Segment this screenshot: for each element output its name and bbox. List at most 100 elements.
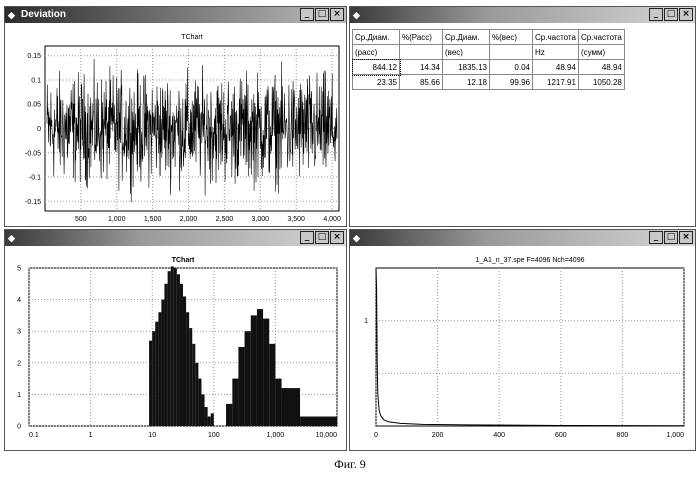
histogram-bar: [251, 315, 257, 426]
spectrum-title-bar[interactable]: ◆ _□×: [350, 230, 695, 246]
y-tick-label: 0.05: [27, 102, 41, 109]
histogram-bar: [245, 331, 251, 426]
table-row[interactable]: 844.12 14.34 1835.13 0.04 48.94 48.94: [353, 60, 625, 75]
histogram-bar: [232, 379, 238, 426]
minimize-button[interactable]: _: [300, 231, 314, 244]
histogram-bar: [198, 379, 201, 426]
x-tick-label: 10,000: [316, 432, 338, 439]
histogram-bar: [263, 319, 269, 426]
histogram-bar: [269, 344, 275, 426]
table-header-row: Ср.Диам. %(Расс) Ср.Диам. %(вес) Ср.част…: [353, 30, 625, 45]
statistics-body: Ср.Диам. %(Расс) Ср.Диам. %(вес) Ср.част…: [350, 23, 695, 226]
x-tick-label: 1: [89, 432, 93, 439]
table-subheader-cell: (вес): [443, 45, 490, 60]
minimize-button[interactable]: _: [649, 8, 663, 21]
x-tick-label: 10: [148, 432, 156, 439]
x-tick-label: 1,000: [666, 432, 684, 439]
histogram-bar: [164, 284, 167, 426]
histogram-title-bar[interactable]: ◆ _□×: [5, 230, 346, 246]
x-tick-label: 1,000: [267, 432, 285, 439]
x-tick-label: 500: [75, 216, 87, 223]
table-cell[interactable]: 1217.91: [533, 75, 579, 90]
histogram-bar: [158, 312, 161, 426]
x-tick-label: 4,000: [323, 216, 341, 223]
maximize-button[interactable]: □: [664, 231, 678, 244]
table-cell[interactable]: 14.34: [400, 60, 443, 75]
x-tick-label: 2,500: [216, 216, 234, 223]
x-tick-label: 200: [432, 432, 444, 439]
y-tick-label: -0.15: [25, 199, 41, 206]
histogram-bar: [226, 404, 232, 426]
window-title: Deviation: [21, 7, 66, 23]
y-tick-label: 1: [364, 318, 368, 325]
chart-title: TChart: [181, 34, 202, 41]
table-header-cell: %(вес): [490, 30, 533, 45]
y-tick-label: 5: [17, 266, 21, 273]
y-tick-label: 1: [17, 392, 21, 399]
x-tick-label: 1,000: [108, 216, 126, 223]
table-cell[interactable]: 48.94: [533, 60, 579, 75]
chart-title: 1_A1_n_37.spe F=4096 Nch=4096: [476, 257, 585, 264]
close-button[interactable]: ×: [330, 231, 344, 244]
y-tick-label: 2: [17, 360, 21, 367]
histogram-bar: [186, 312, 189, 426]
app-icon: ◆: [353, 10, 363, 20]
histogram-bar: [177, 274, 180, 426]
histogram-bar: [168, 271, 171, 426]
minimize-button[interactable]: _: [649, 231, 663, 244]
statistics-title-bar[interactable]: ◆ _□×: [350, 7, 695, 23]
histogram-bar: [155, 322, 158, 426]
y-tick-label: 3: [17, 329, 21, 336]
table-cell[interactable]: 1050.28: [578, 75, 624, 90]
x-tick-label: 0: [374, 432, 378, 439]
y-tick-label: 0.1: [31, 77, 41, 84]
maximize-button[interactable]: □: [315, 8, 329, 21]
table-header-cell: Ср.Диам.: [353, 30, 400, 45]
deviation-chart: TChart5001,0001,5002,0002,5003,0003,5004…: [5, 23, 346, 226]
histogram-chart-area: TChart0.11101001,00010,000543210: [5, 246, 346, 450]
histogram-bar: [282, 388, 300, 426]
spectrum-chart: 1_A1_n_37.spe F=4096 Nch=409602004006008…: [350, 246, 695, 450]
table-cell[interactable]: 23.35: [353, 75, 400, 90]
table-cell[interactable]: 12.18: [443, 75, 490, 90]
figure-caption: Фиг. 9: [0, 457, 700, 472]
deviation-title-bar[interactable]: ◆ Deviation _□×: [5, 7, 346, 23]
table-cell[interactable]: 99.96: [490, 75, 533, 90]
chart-title: TChart: [172, 257, 195, 264]
histogram-bar: [275, 379, 281, 426]
close-button[interactable]: ×: [679, 231, 693, 244]
histogram-bar: [174, 268, 177, 426]
table-subheader-row: (расс) (вес) Hz (сумм): [353, 45, 625, 60]
table-subheader-cell: Hz: [533, 45, 579, 60]
table-subheader-cell: (расс): [353, 45, 400, 60]
table-subheader-cell: [490, 45, 533, 60]
close-button[interactable]: ×: [330, 8, 344, 21]
histogram-bar: [180, 284, 183, 426]
maximize-button[interactable]: □: [315, 231, 329, 244]
table-row[interactable]: 23.35 85.66 12.18 99.96 1217.91 1050.28: [353, 75, 625, 90]
maximize-button[interactable]: □: [664, 8, 678, 21]
table-cell[interactable]: 85.66: [400, 75, 443, 90]
y-tick-label: 0.15: [27, 53, 41, 60]
x-tick-label: 800: [617, 432, 629, 439]
table-header-cell: Ср.Диам.: [443, 30, 490, 45]
table-cell[interactable]: 0.04: [490, 60, 533, 75]
histogram-bar: [257, 309, 263, 426]
histogram-bar: [161, 300, 164, 426]
table-header-cell: Ср.частота: [533, 30, 579, 45]
histogram-bar: [171, 266, 174, 426]
close-button[interactable]: ×: [679, 8, 693, 21]
table-cell[interactable]: 1835.13: [443, 60, 490, 75]
x-tick-label: 600: [555, 432, 567, 439]
histogram-bar: [211, 413, 214, 426]
x-tick-label: 3,000: [252, 216, 270, 223]
table-cell[interactable]: 48.94: [578, 60, 624, 75]
x-tick-label: 1,500: [144, 216, 162, 223]
minimize-button[interactable]: _: [300, 8, 314, 21]
x-tick-label: 0.1: [29, 432, 39, 439]
x-tick-label: 100: [208, 432, 220, 439]
y-tick-label: 0: [17, 424, 21, 431]
histogram-bar: [195, 363, 198, 426]
deviation-window: ◆ Deviation _□× TChart5001,0001,5002,000…: [4, 6, 347, 227]
table-cell[interactable]: 844.12: [353, 60, 400, 75]
